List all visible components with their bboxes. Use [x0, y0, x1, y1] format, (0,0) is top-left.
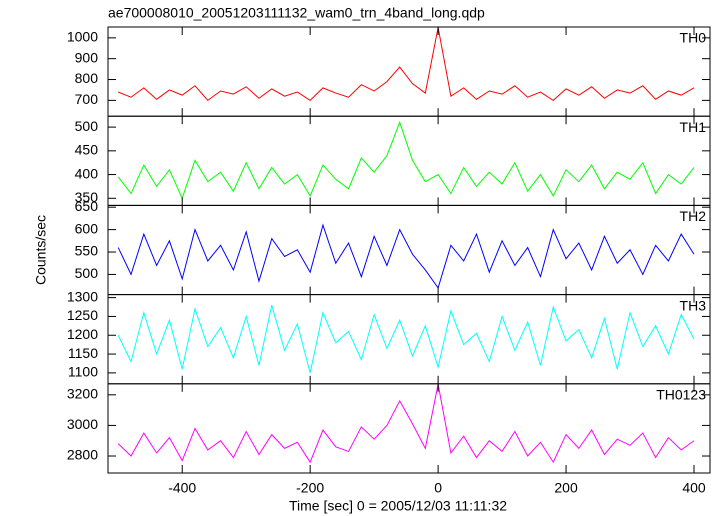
y-tick-label: 1300 [67, 288, 98, 304]
panel-label: TH1 [680, 119, 707, 135]
data-line [118, 27, 695, 102]
panel-label: TH0123 [656, 387, 706, 403]
chart-title: ae700008010_20051203111132_wam0_trn_4ban… [108, 5, 485, 21]
y-tick-label: 550 [75, 243, 99, 259]
y-tick-label: 500 [75, 265, 99, 281]
x-axis-label: Time [sec] 0 = 2005/12/03 11:11:32 [289, 498, 507, 514]
y-tick-label: 1100 [68, 364, 98, 380]
y-tick-label: 400 [75, 165, 99, 181]
data-line [117, 305, 695, 374]
y-axis-label: Counts/sec [33, 215, 49, 285]
y-tick-label: 2800 [67, 447, 98, 463]
y-tick-label: 900 [75, 49, 99, 65]
y-tick-label: 650 [75, 198, 99, 214]
x-tick-label: 400 [682, 480, 706, 496]
data-line [117, 120, 695, 200]
y-tick-label: 450 [75, 142, 99, 158]
y-tick-label: 3200 [67, 386, 98, 402]
y-tick-label: 700 [75, 91, 99, 107]
y-tick-label: 1000 [67, 29, 98, 45]
y-tick-label: 1250 [67, 307, 98, 323]
y-tick-label: 1200 [67, 326, 98, 342]
y-tick-label: 1150 [68, 345, 98, 361]
y-tick-label: 3000 [67, 416, 98, 432]
panel-frame [107, 294, 711, 385]
panel-frame [107, 115, 711, 206]
y-tick-label: 600 [75, 220, 99, 236]
panel-label: TH0 [680, 30, 707, 46]
y-tick-label: 800 [75, 70, 99, 86]
x-tick-label: 0 [434, 480, 442, 496]
x-tick-label: -400 [168, 480, 196, 496]
panel-label: TH2 [680, 208, 707, 224]
x-tick-label: -200 [296, 480, 324, 496]
panel-frame [107, 383, 711, 474]
panel-label: TH3 [680, 297, 707, 313]
data-line [117, 384, 695, 464]
y-tick-label: 350 [75, 189, 99, 205]
panel-frame [107, 204, 711, 296]
y-tick-label: 500 [75, 118, 99, 134]
panel-frame [107, 26, 711, 117]
data-line [117, 223, 695, 290]
x-tick-label: 200 [554, 480, 578, 496]
